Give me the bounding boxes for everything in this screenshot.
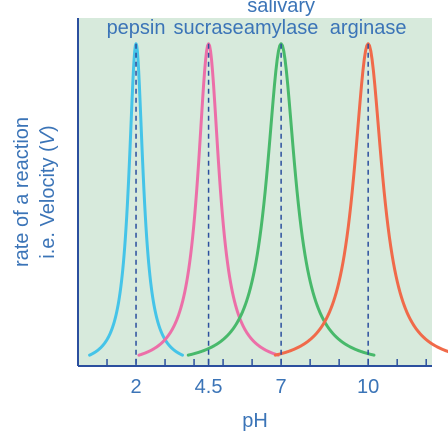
x-tick-label: 2: [130, 376, 141, 398]
sucrase-label-line: sucrase: [174, 17, 244, 39]
y-axis-label-prefix: i.e. Velocity (: [37, 145, 59, 259]
y-axis-label: rate of a reaction i.e. Velocity (V): [11, 117, 59, 267]
arginase-label: arginase: [330, 17, 407, 39]
salivary-amylase-label-line: amylase: [244, 17, 318, 39]
plot-background: [78, 18, 432, 366]
salivary-amylase-label: salivary amylase: [244, 0, 318, 39]
sucrase-label: sucrase: [174, 17, 244, 39]
minor-ticks: [106, 359, 427, 366]
y-axis-label-suffix: ): [37, 125, 59, 132]
y-axis-label-var: V: [37, 130, 59, 145]
x-tick-label: 10: [357, 376, 379, 398]
x-tick-labels: 2 4.5 7 10: [130, 376, 379, 398]
y-axis-label-line1: rate of a reaction: [11, 117, 33, 267]
salivary-amylase-label-line: salivary: [247, 0, 315, 17]
pepsin-label: pepsin: [107, 17, 166, 39]
arginase-label-line: arginase: [330, 17, 407, 39]
pepsin-label-line: pepsin: [107, 17, 166, 39]
x-tick-label: 4.5: [195, 376, 223, 398]
x-axis-label: pH: [242, 410, 268, 432]
x-tick-label: 7: [276, 376, 287, 398]
y-axis-label-line2: i.e. Velocity (V): [37, 125, 59, 258]
